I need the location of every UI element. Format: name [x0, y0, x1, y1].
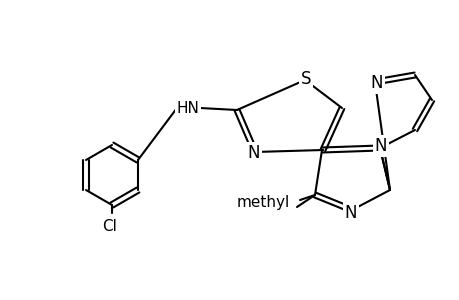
Text: N: N — [344, 204, 357, 222]
Text: N: N — [374, 137, 386, 155]
Text: N: N — [370, 74, 382, 92]
Text: N: N — [247, 144, 260, 162]
Text: HN: HN — [176, 100, 199, 116]
Text: methyl: methyl — [236, 194, 289, 209]
Text: S: S — [300, 70, 311, 88]
Text: Cl: Cl — [102, 219, 117, 234]
